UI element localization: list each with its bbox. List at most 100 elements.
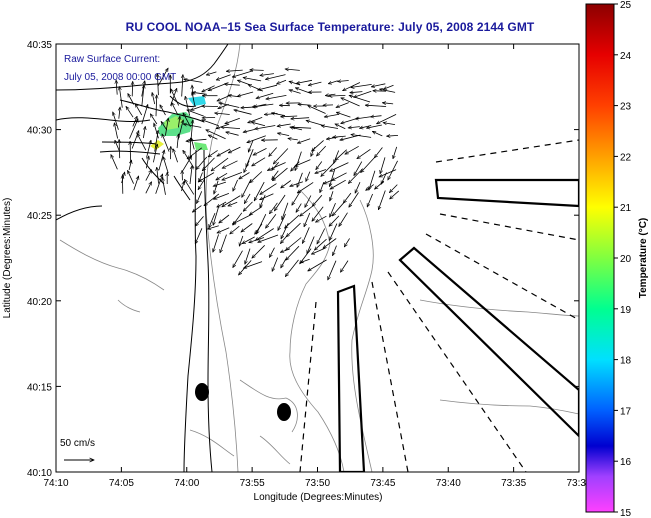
current-vector: [249, 237, 265, 243]
current-vector: [202, 157, 215, 171]
current-vector: [132, 81, 133, 97]
current-vector: [324, 114, 339, 117]
x-tick-label: 73:30: [566, 478, 591, 489]
current-vector: [153, 144, 157, 163]
current-vector: [136, 134, 147, 151]
current-vector: [371, 116, 382, 117]
current-vector: [253, 148, 267, 156]
current-vector: [163, 157, 169, 174]
current-vector: [157, 68, 168, 86]
current-vector: [320, 181, 325, 193]
current-vector: [355, 116, 373, 120]
current-vector: [237, 91, 254, 96]
current-vector: [181, 181, 185, 192]
current-vector: [171, 103, 179, 116]
current-vector: [272, 167, 288, 181]
current-vector: [329, 215, 340, 226]
current-vector: [290, 181, 304, 187]
current-vector: [255, 125, 276, 130]
current-vector: [387, 135, 399, 136]
current-vector: [192, 92, 207, 95]
current-vector: [308, 81, 322, 85]
current-vector: [341, 97, 360, 107]
current-vector: [339, 212, 348, 227]
current-vector: [249, 206, 263, 215]
current-vector: [141, 105, 148, 125]
current-vector: [228, 201, 238, 206]
current-vector: [150, 114, 158, 125]
current-vector: [157, 167, 159, 184]
current-vector: [259, 194, 266, 208]
current-vector: [375, 180, 385, 189]
current-vector: [158, 150, 165, 171]
y-tick-label: 40:35: [27, 40, 52, 51]
current-vector: [250, 70, 264, 71]
scale-label: 50 cm/s: [60, 438, 95, 449]
current-vector: [306, 171, 311, 182]
current-vector: [325, 94, 336, 96]
current-vector: [300, 204, 315, 216]
current-vector: [351, 84, 372, 87]
current-vector: [286, 222, 301, 237]
current-vector: [126, 106, 134, 118]
current-vector: [178, 116, 180, 128]
colorbar-tick-label: 20: [620, 254, 632, 265]
current-vector: [354, 181, 361, 193]
current-vector: [242, 236, 255, 244]
current-vector: [291, 127, 312, 128]
current-vector: [308, 259, 327, 271]
x-tick-label: 73:50: [305, 478, 330, 489]
current-vector: [232, 214, 252, 225]
current-vector: [383, 123, 396, 125]
current-vector: [348, 127, 360, 128]
current-vector: [114, 140, 120, 152]
current-vector: [306, 236, 315, 254]
colorbar-tick-label: 22: [620, 152, 632, 163]
current-vector: [245, 248, 251, 265]
current-vector: [184, 179, 195, 195]
current-vector: [194, 228, 203, 244]
y-tick-label: 40:25: [27, 211, 52, 222]
current-vector: [390, 190, 400, 199]
current-vector: [219, 103, 240, 108]
current-vector: [247, 135, 266, 143]
current-vector: [269, 247, 275, 258]
current-vector: [333, 245, 337, 256]
x-tick-label: 74:10: [43, 478, 68, 489]
current-vector: [208, 134, 218, 140]
current-vector: [277, 213, 286, 230]
current-vector: [340, 134, 361, 140]
current-vector: [225, 117, 240, 124]
colorbar-tick-label: 15: [620, 508, 632, 518]
current-vector: [119, 107, 120, 119]
x-tick-label: 73:35: [501, 478, 526, 489]
current-vector: [281, 116, 298, 117]
current-vector: [258, 84, 278, 90]
colorbar-tick-label: 17: [620, 406, 632, 417]
current-vector: [332, 200, 346, 216]
current-vector: [304, 212, 311, 227]
current-vector: [285, 69, 300, 70]
current-vector: [326, 136, 338, 139]
current-vector: [316, 215, 327, 222]
current-vector: [379, 169, 397, 178]
x-tick-label: 74:05: [109, 478, 134, 489]
current-vector: [145, 156, 149, 169]
current-vector: [288, 138, 298, 140]
current-vector: [119, 139, 120, 159]
current-vector: [241, 179, 252, 197]
current-vector: [250, 171, 263, 183]
current-vector: [141, 85, 144, 107]
current-vector: [233, 250, 243, 268]
current-vector: [330, 202, 336, 217]
current-vector: [183, 150, 195, 169]
current-vector: [252, 245, 265, 258]
current-vector: [310, 146, 316, 156]
current-vector: [133, 176, 139, 191]
current-vector: [258, 234, 279, 242]
current-vector: [252, 122, 266, 127]
current-vector: [269, 147, 277, 157]
current-vector: [330, 191, 334, 201]
current-vector: [156, 95, 157, 117]
current-vector: [215, 113, 230, 115]
